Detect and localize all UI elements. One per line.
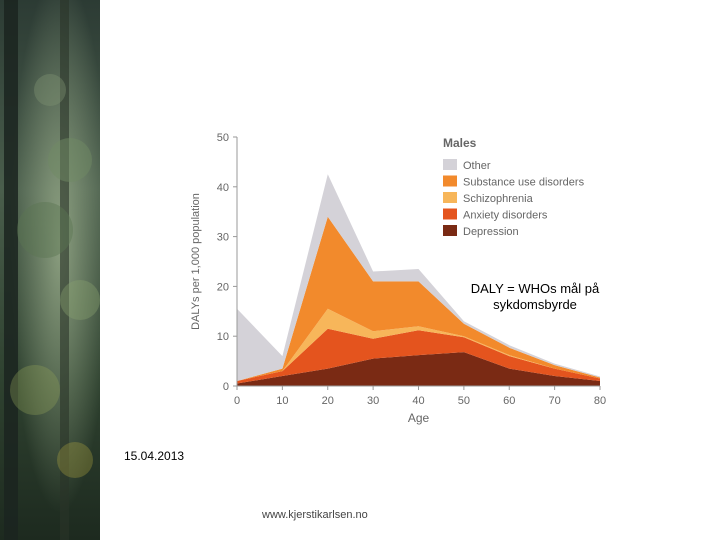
- area-series-layer: [237, 174, 600, 386]
- x-tick-label: 80: [594, 395, 606, 407]
- annotation-line-1: DALY = WHOs mål på: [470, 281, 600, 296]
- legend-swatch-schizophrenia: [443, 192, 457, 203]
- area-schizophrenia: [237, 308, 600, 381]
- area-other: [237, 174, 600, 381]
- y-tick-label: 0: [223, 381, 229, 393]
- legend-label-substance-use-disorders: Substance use disorders: [463, 177, 585, 189]
- legend: Males Other Substance use disorders Schizop…: [443, 136, 585, 238]
- legend-label-schizophrenia: Schizophrenia: [463, 193, 534, 205]
- area-substance-use-disorders: [237, 216, 600, 381]
- daly-chart: 0 10 20 30 40 50 0 10 20 30 40 50 60 70 80 Age DALYs per…: [185, 125, 615, 430]
- y-axis-title: DALYs per 1,000 population: [190, 193, 202, 330]
- x-tick-label: 70: [549, 395, 561, 407]
- legend-swatch-anxiety-disorders: [443, 208, 457, 220]
- axes-layer: 0 10 20 30 40 50 0 10 20 30 40 50 60 70 80 Age DALYs per…: [190, 132, 606, 425]
- daly-annotation: DALY = WHOs mål på sykdomsbyrde: [452, 281, 618, 313]
- legend-swatch-depression: [443, 225, 457, 236]
- x-tick-label: 30: [367, 395, 379, 407]
- legend-label-depression: Depression: [463, 226, 519, 238]
- decorative-forest-image: [0, 0, 100, 540]
- y-tick-label: 50: [217, 132, 229, 144]
- y-tick-label: 10: [217, 331, 229, 343]
- footer-url: www.kjerstikarlsen.no: [262, 509, 368, 521]
- legend-label-other: Other: [463, 160, 491, 172]
- area-anxiety-disorders: [237, 328, 600, 384]
- legend-swatch-substance-use-disorders: [443, 175, 457, 187]
- x-tick-label: 50: [458, 395, 470, 407]
- y-tick-label: 30: [217, 232, 229, 244]
- x-tick-label: 40: [412, 395, 424, 407]
- x-tick-label: 0: [234, 395, 240, 407]
- x-tick-label: 60: [503, 395, 515, 407]
- x-tick-label: 20: [322, 395, 334, 407]
- legend-swatch-other: [443, 159, 457, 170]
- legend-title: Males: [443, 136, 477, 150]
- x-tick-label: 10: [276, 395, 288, 407]
- x-axis-title: Age: [408, 411, 430, 425]
- annotation-line-2: sykdomsbyrde: [493, 297, 577, 312]
- slide-date: 15.04.2013: [124, 449, 185, 463]
- y-tick-label: 40: [217, 182, 229, 194]
- y-tick-label: 20: [217, 281, 229, 293]
- legend-label-anxiety-disorders: Anxiety disorders: [463, 210, 548, 222]
- area-depression: [237, 352, 600, 386]
